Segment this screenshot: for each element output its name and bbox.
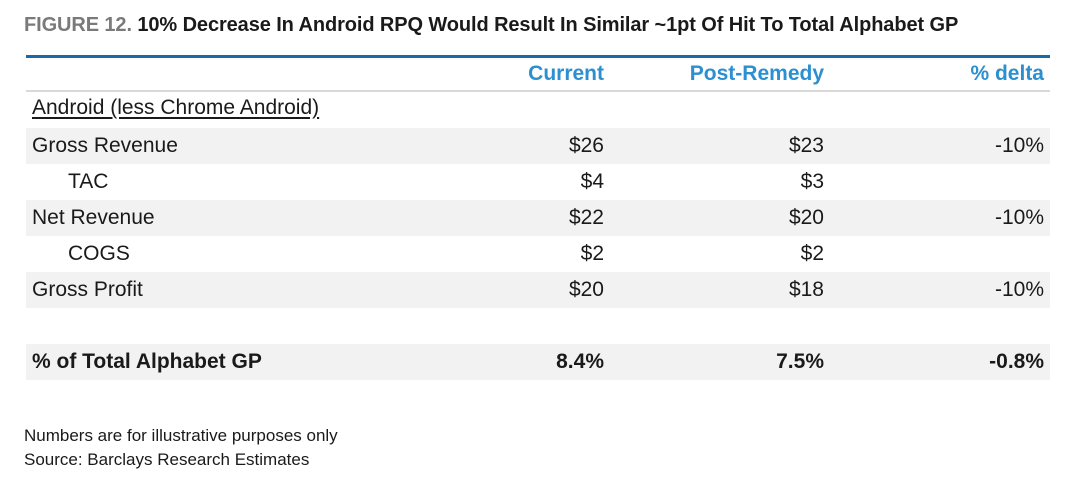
table-header: Current Post-Remedy % delta: [26, 58, 1050, 92]
row-label: TAC: [68, 170, 109, 193]
footnote-source: Source: Barclays Research Estimates: [24, 450, 310, 469]
column-header-delta: % delta: [970, 62, 1044, 85]
cell-post-remedy: 7.5%: [776, 350, 824, 373]
cell-current: $26: [568, 134, 604, 157]
section-label: Android (less Chrome Android): [32, 96, 320, 119]
cell-post-remedy: $2: [800, 242, 824, 265]
title-rule: [26, 55, 1050, 58]
table-row-gross-revenue: Gross Revenue $26 $23 -10%: [26, 128, 1050, 164]
column-header-current: Current: [528, 62, 604, 85]
cell-post-remedy: $3: [800, 170, 824, 193]
cell-current: $2: [580, 242, 604, 265]
figure-title: FIGURE 12. 10% Decrease In Android RPQ W…: [24, 14, 1064, 37]
row-label: % of Total Alphabet GP: [32, 350, 262, 373]
table-row-net-revenue: Net Revenue $22 $20 -10%: [26, 200, 1050, 236]
footnote-illustrative: Numbers are for illustrative purposes on…: [24, 426, 338, 445]
table-row-cogs: COGS $2 $2: [26, 236, 1050, 272]
figure-label: FIGURE 12.: [24, 14, 132, 36]
cell-delta: -10%: [994, 278, 1044, 301]
column-header-post-remedy: Post-Remedy: [689, 62, 824, 85]
cell-post-remedy: $20: [788, 206, 824, 229]
cell-delta: -10%: [994, 134, 1044, 157]
footnotes: Numbers are for illustrative purposes on…: [24, 424, 338, 472]
figure-title-text: 10% Decrease In Android RPQ Would Result…: [137, 14, 959, 36]
table-spacer-row: [26, 308, 1050, 344]
cell-current: $20: [568, 278, 604, 301]
cell-delta: -0.8%: [989, 350, 1044, 373]
row-label: Gross Revenue: [32, 134, 178, 157]
cell-current: 8.4%: [556, 350, 604, 373]
row-label: Net Revenue: [32, 206, 155, 229]
cell-delta: -10%: [994, 206, 1044, 229]
cell-post-remedy: $18: [788, 278, 824, 301]
table-row-tac: TAC $4 $3: [26, 164, 1050, 200]
row-label: Gross Profit: [32, 278, 143, 301]
table-row-total-alphabet-gp: % of Total Alphabet GP 8.4% 7.5% -0.8%: [26, 344, 1050, 380]
row-label: COGS: [68, 242, 130, 265]
cell-post-remedy: $23: [788, 134, 824, 157]
table-row-gross-profit: Gross Profit $20 $18 -10%: [26, 272, 1050, 308]
cell-current: $22: [568, 206, 604, 229]
cell-current: $4: [580, 170, 604, 193]
